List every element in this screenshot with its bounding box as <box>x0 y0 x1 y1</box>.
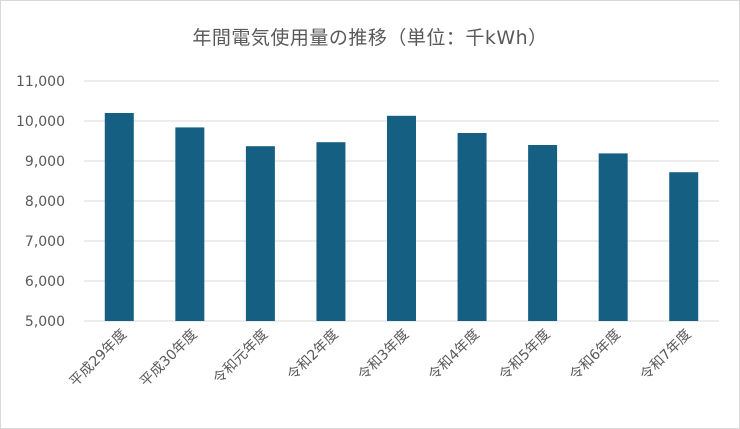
y-tick-label: 9,000 <box>25 154 65 170</box>
x-category-label: 令和元年度 <box>210 327 271 388</box>
chart-title: 年間電気使用量の推移（単位：千kWh） <box>192 27 548 49</box>
y-tick-label: 10,000 <box>16 114 65 130</box>
y-tick-label: 5,000 <box>25 314 65 330</box>
x-category-label: 令和3年度 <box>355 327 412 384</box>
x-category-label: 令和4年度 <box>426 327 483 384</box>
bar-6 <box>457 133 487 321</box>
y-tick-label: 8,000 <box>25 194 65 210</box>
x-category-label: 令和7年度 <box>637 327 694 384</box>
x-category-label: 令和2年度 <box>285 327 342 384</box>
x-category-label: 平成29年度 <box>67 327 131 391</box>
x-category-label: 平成30年度 <box>137 327 201 391</box>
y-tick-label: 7,000 <box>25 234 65 250</box>
bar-5 <box>387 115 416 321</box>
bar-8 <box>598 153 628 321</box>
bar-4 <box>316 142 346 321</box>
y-tick-label: 11,000 <box>16 74 65 90</box>
bar-7 <box>528 145 558 321</box>
x-category-label: 令和5年度 <box>496 327 553 384</box>
bar-2 <box>175 127 205 322</box>
y-tick-label: 6,000 <box>25 274 65 290</box>
bar-1 <box>104 113 134 321</box>
x-category-label: 令和6年度 <box>567 327 624 384</box>
bar-3 <box>245 146 275 321</box>
bar-9 <box>669 172 699 321</box>
